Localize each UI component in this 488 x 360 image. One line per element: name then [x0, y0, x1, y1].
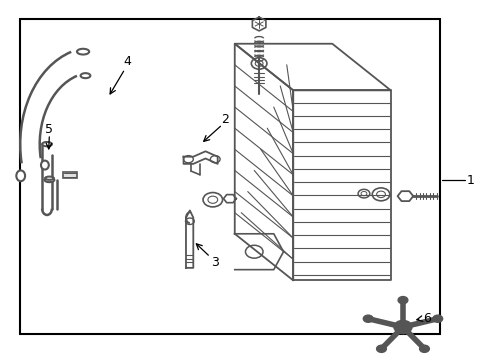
- Ellipse shape: [77, 49, 89, 54]
- Bar: [63, 172, 77, 178]
- Text: 2: 2: [221, 113, 228, 126]
- Ellipse shape: [44, 178, 54, 182]
- Circle shape: [376, 345, 386, 352]
- Text: 4: 4: [123, 55, 131, 68]
- Ellipse shape: [42, 142, 52, 146]
- Ellipse shape: [45, 177, 54, 180]
- Text: 6: 6: [423, 311, 430, 325]
- Ellipse shape: [41, 161, 49, 170]
- Text: 5: 5: [45, 123, 53, 136]
- Ellipse shape: [16, 170, 25, 181]
- Ellipse shape: [81, 73, 90, 78]
- Circle shape: [419, 345, 428, 352]
- Circle shape: [397, 297, 407, 304]
- Circle shape: [432, 315, 442, 322]
- Bar: [20, 19, 439, 334]
- Text: 1: 1: [466, 174, 473, 186]
- Circle shape: [393, 320, 411, 333]
- Circle shape: [363, 315, 372, 322]
- Text: 3: 3: [211, 256, 219, 269]
